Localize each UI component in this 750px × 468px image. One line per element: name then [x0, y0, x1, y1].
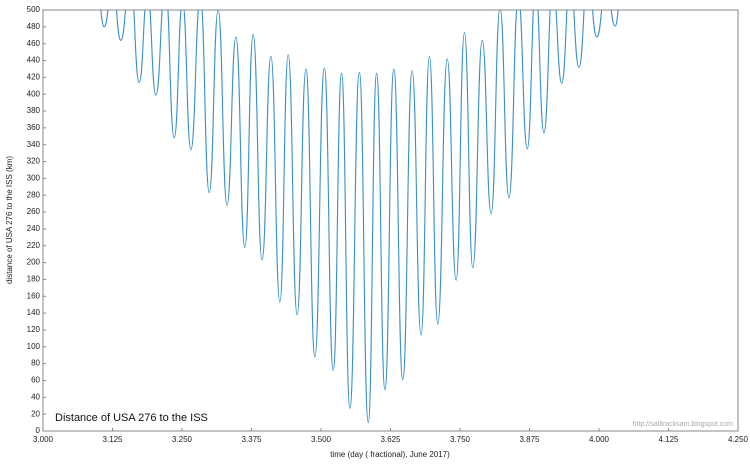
- y-axis-label: distance of USA 276 to the ISS (km): [5, 156, 14, 284]
- y-tick-label: 360: [27, 123, 41, 132]
- y-tick-label: 300: [27, 174, 41, 183]
- y-tick-label: 340: [27, 140, 41, 149]
- x-tick-label: 3.875: [519, 435, 540, 444]
- y-tick-label: 180: [27, 275, 41, 284]
- y-tick-label: 20: [31, 409, 40, 418]
- watermark: http://satltracksam.blogspot.com: [633, 421, 734, 428]
- x-tick-label: 3.125: [102, 435, 123, 444]
- y-tick-label: 320: [27, 157, 41, 166]
- plot-frame: [42, 9, 739, 432]
- y-tick-label: 120: [27, 325, 41, 334]
- y-tick-label: 200: [27, 258, 41, 267]
- x-tick-label: 3.750: [450, 435, 471, 444]
- y-tick-label: 80: [31, 359, 40, 368]
- x-tick-label: 4.125: [658, 435, 679, 444]
- x-tick-label: 3.000: [33, 435, 54, 444]
- y-tick-label: 240: [27, 224, 41, 233]
- y-tick-label: 480: [27, 22, 41, 31]
- y-tick-label: 0: [36, 426, 41, 435]
- y-tick-label: 220: [27, 241, 41, 250]
- x-tick-label: 4.250: [728, 435, 749, 444]
- y-tick-label: 460: [27, 39, 41, 48]
- data-line: [100, 10, 619, 424]
- y-tick-label: 380: [27, 106, 41, 115]
- y-tick-label: 100: [27, 342, 41, 351]
- y-tick-label: 260: [27, 207, 41, 216]
- x-tick-label: 3.625: [380, 435, 401, 444]
- x-tick-label: 3.375: [241, 435, 262, 444]
- x-axis-label: time (day ( fractional), June 2017): [330, 450, 450, 459]
- y-tick-label: 280: [27, 190, 41, 199]
- y-tick-label: 160: [27, 291, 41, 300]
- y-tick-label: 440: [27, 56, 41, 65]
- y-tick-label: 420: [27, 72, 41, 81]
- annotation: Distance of USA 276 to the ISS: [55, 412, 208, 424]
- y-tick-label: 500: [27, 5, 41, 14]
- x-tick-label: 4.000: [589, 435, 610, 444]
- y-tick-label: 140: [27, 308, 41, 317]
- y-tick-label: 60: [31, 376, 40, 385]
- x-tick-label: 3.500: [311, 435, 332, 444]
- x-tick-label: 3.250: [172, 435, 193, 444]
- y-tick-label: 400: [27, 89, 41, 98]
- y-tick-label: 40: [31, 392, 40, 401]
